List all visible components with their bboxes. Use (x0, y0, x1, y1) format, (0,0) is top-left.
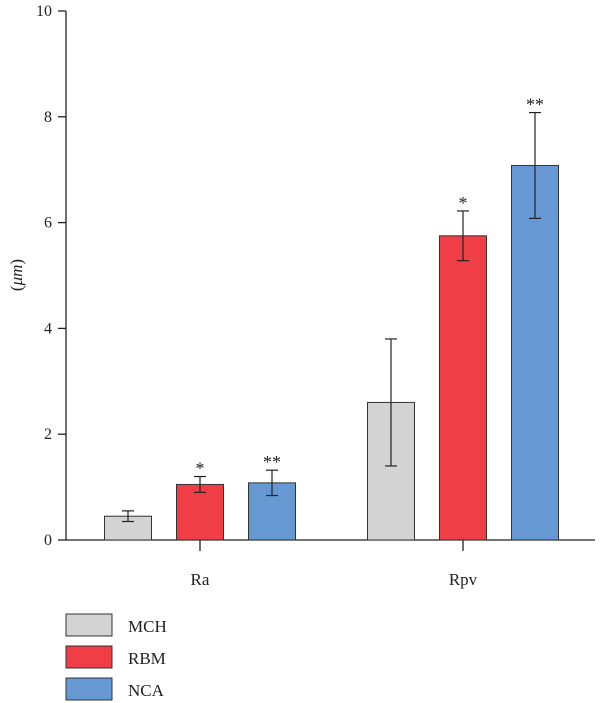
legend-label-mch: MCH (128, 617, 167, 636)
bar-rbm-ra (176, 483, 224, 541)
significance-marker: * (196, 459, 205, 479)
y-tick-label: 0 (44, 532, 52, 549)
axes: 0 2 4 6 8 10 Ra Rpv (36, 3, 595, 589)
y-axis-title-unit: μm (7, 265, 26, 287)
x-tick-label-rpv: Rpv (449, 570, 478, 589)
y-axis-title-suffix: ) (7, 259, 26, 265)
significance-marker: * (459, 193, 468, 213)
y-axis-title-prefix: ( (7, 285, 26, 291)
legend-label-nca: NCA (128, 681, 165, 700)
legend-swatch-mch (65, 613, 113, 637)
x-tick-label-ra: Ra (191, 570, 210, 589)
bars-group: * ***** (104, 95, 559, 541)
y-tick-label: 6 (44, 215, 52, 232)
y-tick-label: 8 (44, 109, 52, 126)
y-axis-title: (μm) (7, 259, 26, 291)
legend: MCH RBM NCA (65, 613, 167, 701)
legend-swatch-nca (65, 677, 113, 701)
significance-marker: ** (263, 452, 281, 472)
significance-marker: ** (526, 95, 544, 115)
legend-swatch-rbm (65, 645, 113, 669)
y-tick-label: 2 (44, 426, 52, 443)
bar-rbm-rpv (439, 235, 487, 541)
y-tick-label: 4 (44, 320, 52, 337)
legend-label-rbm: RBM (128, 649, 166, 668)
bar-nca-rpv (511, 164, 559, 541)
y-tick-label: 10 (36, 3, 52, 20)
